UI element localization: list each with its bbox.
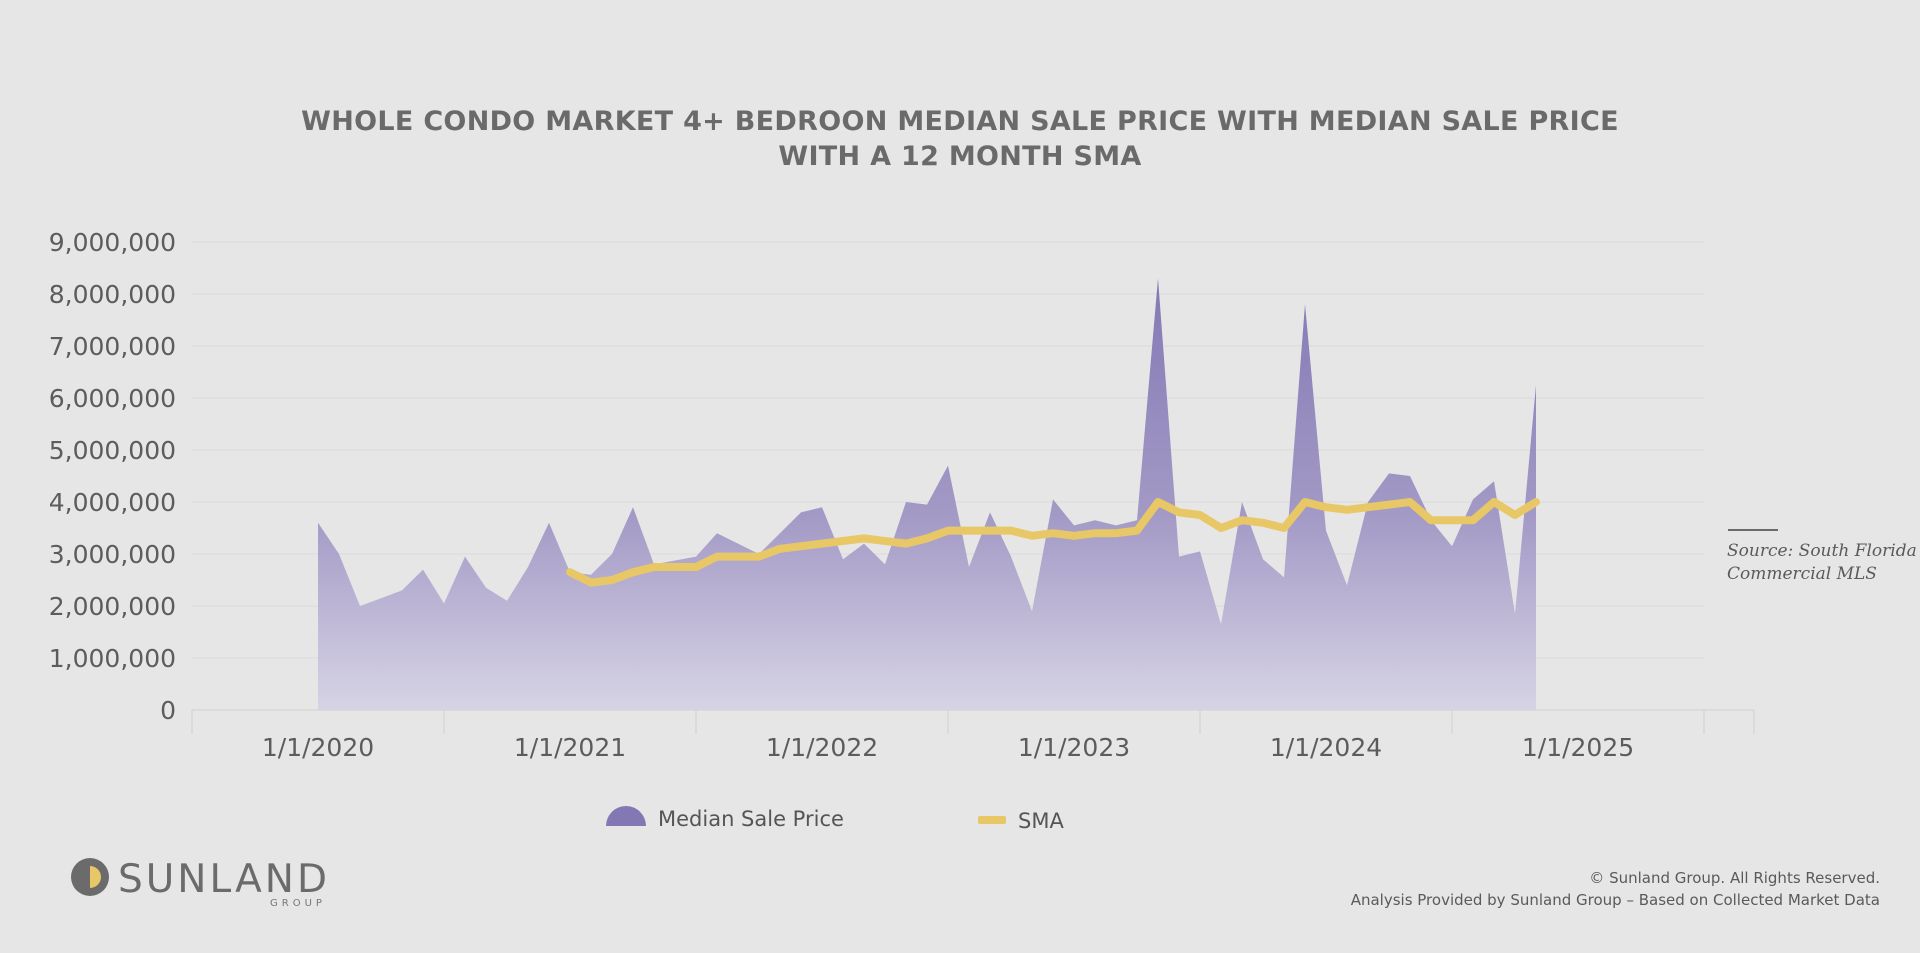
sma-line <box>566 498 1540 587</box>
legend-sma-swatch <box>978 816 1006 824</box>
legend-label-sma: SMA <box>1018 809 1064 833</box>
source-line-1: Source: South Florida <box>1727 541 1917 561</box>
logo-subtext: GROUP <box>270 898 326 909</box>
y-tick-label: 6,000,000 <box>49 384 176 413</box>
y-tick-label: 3,000,000 <box>49 540 176 569</box>
x-tick-label: 1/1/2022 <box>766 733 878 762</box>
legend-label-median: Median Sale Price <box>658 807 844 831</box>
chart-title-line-2: WITH A 12 MONTH SMA <box>778 141 1142 172</box>
y-tick-label: 7,000,000 <box>49 332 176 361</box>
source-rule <box>1728 529 1778 531</box>
x-tick-label: 1/1/2025 <box>1522 733 1634 762</box>
legend-area-swatch <box>606 806 646 826</box>
y-tick-label: 4,000,000 <box>49 488 176 517</box>
sunland-logo-icon <box>71 858 109 896</box>
footer-copyright: © Sunland Group. All Rights Reserved. <box>1589 869 1880 887</box>
legend: Median Sale Price SMA <box>606 806 1064 833</box>
source-line-2: Commercial MLS <box>1727 564 1877 584</box>
logo-wordmark: SUNLAND <box>118 857 330 902</box>
y-axis: 0 1,000,000 2,000,000 3,000,000 4,000,000 5,0… <box>49 228 176 725</box>
y-tick-label: 2,000,000 <box>49 592 176 621</box>
x-tick-label: 1/1/2020 <box>262 733 374 762</box>
footer-analysis: Analysis Provided by Sunland Group – Bas… <box>1350 891 1880 909</box>
y-tick-label: 5,000,000 <box>49 436 176 465</box>
median-sale-price-area <box>318 278 1536 710</box>
y-tick-label: 1,000,000 <box>49 644 176 673</box>
x-axis: 1/1/2020 1/1/2021 1/1/2022 1/1/2023 1/1/2024… <box>191 709 1755 762</box>
chart-title-line-1: WHOLE CONDO MARKET 4+ BEDROON MEDIAN SAL… <box>301 106 1619 137</box>
y-tick-label: 8,000,000 <box>49 280 176 309</box>
x-tick-label: 1/1/2021 <box>514 733 626 762</box>
x-tick-label: 1/1/2024 <box>1270 733 1382 762</box>
x-tick-label: 1/1/2023 <box>1018 733 1130 762</box>
source-note: Source: South Florida Commercial MLS <box>1727 540 1917 586</box>
y-tick-label: 0 <box>160 696 176 725</box>
y-tick-label: 9,000,000 <box>49 228 176 257</box>
